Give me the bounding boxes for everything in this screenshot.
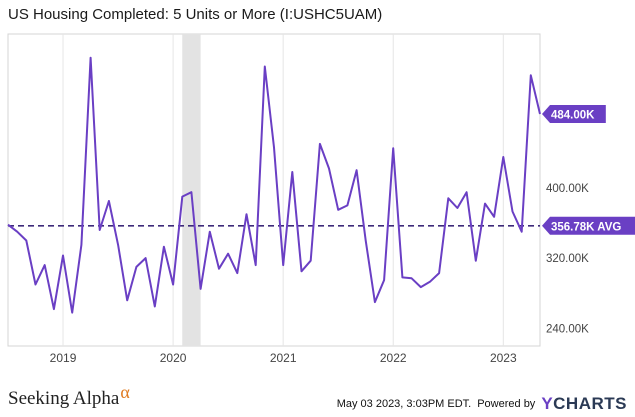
ycharts-y-icon: Y [541,394,554,413]
powered-by-text: Powered by [477,398,536,410]
shaded-region [182,34,201,346]
x-tick-label: 2020 [160,351,187,365]
last-value-tag [542,104,606,123]
brand-name: Seeking Alpha [8,388,120,409]
last-value-label: 484.00K [551,109,595,121]
chart-footer-info: May 03 2023, 3:03PM EDT. Powered by YCHA… [337,394,627,414]
chart-title: US Housing Completed: 5 Units or More (I… [8,6,383,23]
x-tick-label: 2021 [270,351,297,365]
x-tick-label: 2023 [490,351,517,365]
series-line [7,56,541,314]
ycharts-logo: YCHARTS [541,394,627,414]
line-chart: 2019 2020 2021 2022 2023 240.00K 320.00K 400.00… [7,33,635,365]
y-tick-label: 320.00K [546,253,589,265]
x-tick-label: 2022 [380,351,407,365]
alpha-icon: α [120,382,130,402]
average-label: 356.78K AVG [551,221,621,233]
y-tick-label: 240.00K [546,323,589,335]
average-tag [542,216,635,235]
x-tick-label: 2019 [50,351,77,365]
ycharts-wordmark: CHARTS [553,394,627,413]
y-tick-label: 400.00K [546,183,589,195]
timestamp: May 03 2023, 3:03PM EDT. [336,398,472,410]
plot-area [7,33,541,347]
seeking-alpha-logo: Seeking Alphaα [8,382,130,410]
